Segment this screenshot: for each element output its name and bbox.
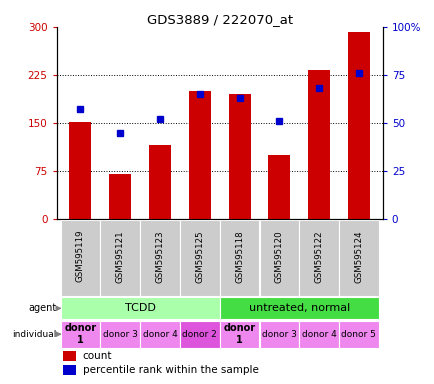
Bar xyxy=(219,297,378,319)
Bar xyxy=(60,321,100,348)
Text: GSM595118: GSM595118 xyxy=(234,230,243,283)
Bar xyxy=(308,70,329,219)
Text: donor 2: donor 2 xyxy=(182,330,217,339)
Bar xyxy=(259,220,299,296)
Text: donor 3: donor 3 xyxy=(102,330,137,339)
Bar xyxy=(60,220,100,296)
Text: GSM595125: GSM595125 xyxy=(195,230,204,283)
Bar xyxy=(180,220,219,296)
Bar xyxy=(140,220,179,296)
Text: GSM595122: GSM595122 xyxy=(314,230,323,283)
Text: donor
1: donor 1 xyxy=(64,323,96,345)
Bar xyxy=(69,122,91,219)
Bar xyxy=(299,321,338,348)
Text: GSM595119: GSM595119 xyxy=(76,230,85,283)
Bar xyxy=(180,321,219,348)
Bar xyxy=(338,321,378,348)
Text: individual: individual xyxy=(13,330,57,339)
Text: TCDD: TCDD xyxy=(125,303,155,313)
Bar xyxy=(219,220,259,296)
Bar xyxy=(63,351,76,361)
Text: agent: agent xyxy=(29,303,57,313)
Bar xyxy=(188,91,210,219)
Bar xyxy=(228,94,250,219)
Text: count: count xyxy=(82,351,112,361)
Bar xyxy=(149,145,171,219)
Bar xyxy=(60,297,219,319)
Text: GSM595123: GSM595123 xyxy=(155,230,164,283)
Bar xyxy=(347,32,369,219)
Text: donor 5: donor 5 xyxy=(341,330,375,339)
Text: donor 4: donor 4 xyxy=(142,330,177,339)
Bar xyxy=(219,321,259,348)
Text: donor 3: donor 3 xyxy=(261,330,296,339)
Text: donor 4: donor 4 xyxy=(301,330,336,339)
Title: GDS3889 / 222070_at: GDS3889 / 222070_at xyxy=(146,13,292,26)
Bar xyxy=(299,220,338,296)
Text: GSM595124: GSM595124 xyxy=(354,230,362,283)
Bar xyxy=(259,321,299,348)
Bar xyxy=(100,220,140,296)
Bar xyxy=(268,155,289,219)
Bar xyxy=(100,321,140,348)
Bar xyxy=(338,220,378,296)
Text: donor
1: donor 1 xyxy=(223,323,255,345)
Bar xyxy=(109,174,131,219)
Bar xyxy=(140,321,179,348)
Text: percentile rank within the sample: percentile rank within the sample xyxy=(82,365,258,375)
Text: untreated, normal: untreated, normal xyxy=(248,303,349,313)
Bar xyxy=(63,365,76,375)
Text: GSM595121: GSM595121 xyxy=(115,230,125,283)
Text: GSM595120: GSM595120 xyxy=(274,230,283,283)
